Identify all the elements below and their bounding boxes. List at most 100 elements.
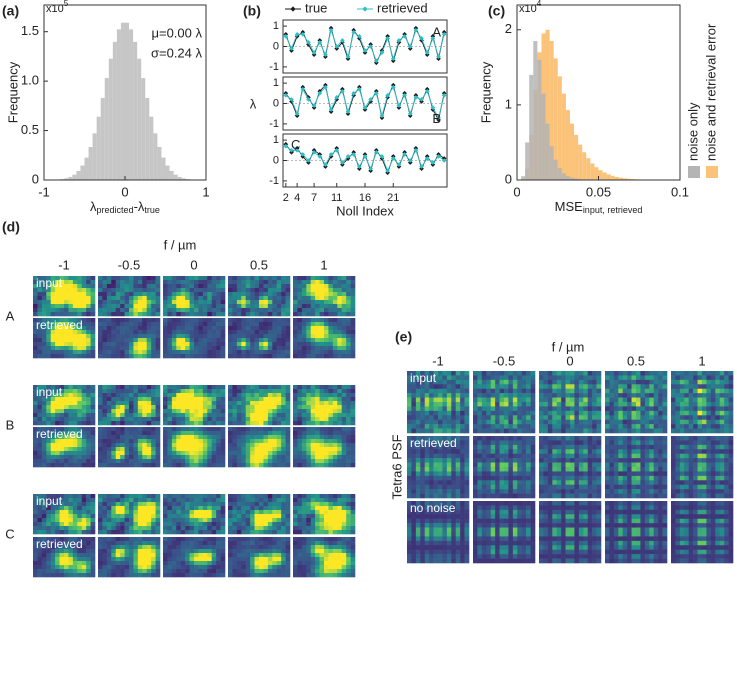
- pixel: [77, 276, 83, 281]
- pixel: [346, 431, 351, 436]
- pixel: [346, 334, 351, 339]
- pixel: [142, 421, 148, 426]
- pixel: [64, 300, 69, 305]
- data-point: [368, 166, 373, 171]
- pixel: [228, 288, 233, 293]
- pixel: [155, 431, 161, 436]
- pixel: [37, 389, 43, 394]
- tile-label: input: [36, 385, 63, 399]
- pixel: [146, 530, 152, 535]
- pixel: [194, 330, 199, 335]
- pixel: [155, 455, 161, 460]
- pixel: [319, 276, 325, 281]
- pixel: [129, 401, 134, 406]
- pixel: [194, 459, 199, 464]
- pixel: [341, 537, 347, 542]
- pixel: [415, 415, 421, 421]
- pixel: [216, 549, 221, 554]
- pixel: [207, 417, 213, 422]
- pixel: [41, 545, 47, 550]
- pixel: [263, 518, 269, 523]
- pixel: [250, 397, 255, 402]
- pixel: [151, 342, 156, 347]
- pixel: [530, 393, 536, 398]
- pixel: [111, 338, 117, 343]
- pixel: [211, 280, 217, 285]
- pixel: [55, 545, 60, 550]
- pixel: [120, 514, 125, 519]
- pixel: [111, 537, 117, 542]
- pixel: [241, 397, 247, 402]
- pixel: [133, 318, 139, 323]
- pixel: [337, 573, 343, 578]
- pixel: [171, 276, 177, 281]
- pixel: [185, 389, 190, 394]
- pixel: [90, 322, 96, 327]
- pixel: [232, 284, 238, 289]
- pixel: [180, 354, 186, 359]
- pixel: [310, 565, 316, 570]
- pixel: [106, 463, 112, 468]
- histogram-bar: [165, 165, 170, 180]
- pixel: [328, 393, 334, 398]
- pixel: [301, 421, 307, 426]
- pixel: [142, 389, 148, 394]
- image-tile: [163, 276, 226, 317]
- pixel: [241, 326, 247, 331]
- pixel: [517, 402, 523, 407]
- pixel: [259, 405, 264, 410]
- pixel: [245, 530, 251, 535]
- pixel: [281, 565, 286, 570]
- pixel: [129, 342, 134, 347]
- histogram-bar: [173, 174, 178, 180]
- pixel: [276, 280, 282, 285]
- pixel: [341, 443, 347, 448]
- pixel: [455, 371, 461, 376]
- pixel: [263, 522, 269, 527]
- pixel: [250, 494, 255, 499]
- pixel: [98, 326, 103, 331]
- pixel: [180, 498, 186, 503]
- pixel: [137, 463, 143, 468]
- pixel: [324, 389, 329, 394]
- histogram-bar: [622, 178, 628, 180]
- pixel: [254, 385, 260, 390]
- pixel: [176, 573, 182, 578]
- x-tick-label: 0: [513, 184, 520, 199]
- pixel: [86, 553, 91, 558]
- pixel: [151, 514, 156, 519]
- pixel: [236, 308, 242, 313]
- pixel: [245, 334, 251, 339]
- pixel: [324, 350, 329, 355]
- pixel: [216, 557, 221, 562]
- pixel: [281, 413, 286, 418]
- pixel: [281, 541, 286, 546]
- pixel: [180, 312, 186, 317]
- pixel: [98, 397, 103, 402]
- pixel: [90, 427, 96, 432]
- pixel: [33, 318, 38, 323]
- pixel: [220, 561, 226, 566]
- pixel: [250, 300, 255, 305]
- pixel: [216, 342, 221, 347]
- pixel: [59, 565, 65, 570]
- pixel: [490, 406, 496, 412]
- pixel: [301, 522, 307, 527]
- pixel: [55, 385, 60, 390]
- pixel: [306, 421, 312, 426]
- pixel: [124, 421, 130, 426]
- pixel: [151, 557, 156, 562]
- pixel: [68, 308, 74, 313]
- pixel: [310, 451, 316, 456]
- pixel: [176, 459, 182, 464]
- pixel: [319, 300, 325, 305]
- pixel: [306, 318, 312, 323]
- pixel: [194, 447, 199, 452]
- pixel: [86, 354, 91, 359]
- pixel: [281, 494, 286, 499]
- pixel: [55, 308, 60, 313]
- pixel: [81, 350, 87, 355]
- pixel: [319, 518, 325, 523]
- pixel: [102, 405, 108, 410]
- pixel: [350, 522, 356, 527]
